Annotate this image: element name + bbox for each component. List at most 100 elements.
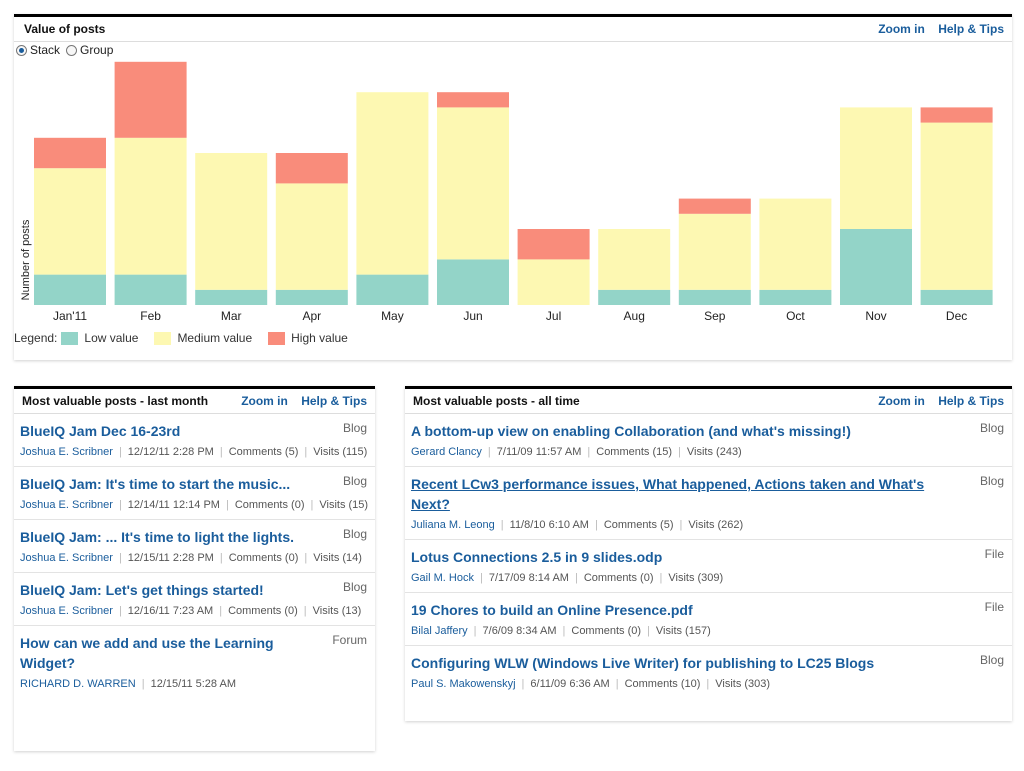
post-meta: Gail M. Hock | 7/17/09 8:14 AM | Comments (0… xyxy=(411,571,1006,586)
bar-segment-medium[interactable] xyxy=(195,153,268,290)
bar-segment-medium[interactable] xyxy=(437,107,509,260)
stack-option[interactable]: Stack xyxy=(16,43,60,57)
post-meta: RICHARD D. WARREN | 12/15/11 5:28 AM xyxy=(20,677,369,692)
bar-segment-medium[interactable] xyxy=(598,229,671,290)
post-visits: Visits (309) xyxy=(668,572,724,584)
post-date: 12/15/11 5:28 AM xyxy=(150,678,236,690)
help-tips-link[interactable]: Help & Tips xyxy=(938,22,1004,36)
post-author[interactable]: Gail M. Hock xyxy=(411,572,474,584)
post-meta: Paul S. Makowenskyj | 6/11/09 6:36 AM | Comm… xyxy=(411,677,1006,692)
bar-segment-low[interactable] xyxy=(759,289,832,305)
post-meta: Joshua E. Scribner | 12/16/11 7:23 AM | Comm… xyxy=(20,604,369,619)
post-title-link[interactable]: 19 Chores to build an Online Presence.pd… xyxy=(411,602,693,618)
post-author[interactable]: Joshua E. Scribner xyxy=(20,605,113,617)
meta-separator: | xyxy=(562,625,566,637)
post-author[interactable]: Joshua E. Scribner xyxy=(20,552,113,564)
help-tips-link[interactable]: Help & Tips xyxy=(301,394,367,408)
bar-segment-medium[interactable] xyxy=(34,168,106,275)
zoom-in-link[interactable]: Zoom in xyxy=(878,22,925,36)
post-visits: Visits (15) xyxy=(319,499,369,511)
bar-segment-high[interactable] xyxy=(517,229,590,260)
bar-segment-high[interactable] xyxy=(920,107,993,123)
panel-header: Most valuable posts - last month Zoom in… xyxy=(14,389,375,414)
bar-segment-medium[interactable] xyxy=(275,183,348,290)
bar-segment-low[interactable] xyxy=(840,229,912,305)
post-author[interactable]: RICHARD D. WARREN xyxy=(20,678,136,690)
post-list: A bottom-up view on enabling Collaborati… xyxy=(405,414,1012,698)
legend-item-low: Low value xyxy=(57,331,138,345)
bar-segment-high[interactable] xyxy=(275,153,348,184)
group-option[interactable]: Group xyxy=(66,43,113,57)
post-type: File xyxy=(984,600,1004,614)
stack-label: Stack xyxy=(30,43,61,57)
post-title-link[interactable]: Lotus Connections 2.5 in 9 slides.odp xyxy=(411,549,663,565)
post-author[interactable]: Joshua E. Scribner xyxy=(20,446,113,458)
post-list: BlueIQ Jam Dec 16-23rd Blog Joshua E. Scri… xyxy=(14,414,375,698)
post-date: 12/15/11 2:28 PM xyxy=(127,552,214,564)
bar-segment-medium[interactable] xyxy=(114,137,187,275)
bar-segment-medium[interactable] xyxy=(920,122,993,290)
help-tips-link[interactable]: Help & Tips xyxy=(938,394,1004,408)
meta-separator: | xyxy=(679,519,683,531)
meta-separator: | xyxy=(706,678,710,690)
post-visits: Visits (115) xyxy=(313,446,368,458)
panel-links: Zoom in Help & Tips xyxy=(868,394,1004,408)
bar-segment-medium[interactable] xyxy=(517,259,590,305)
group-radio[interactable] xyxy=(66,44,78,56)
bar-segment-medium[interactable] xyxy=(759,198,832,290)
legend-label-low: Low value xyxy=(84,331,139,345)
post-comments: Comments (0) xyxy=(234,499,305,511)
bar-segment-low[interactable] xyxy=(275,289,348,305)
list-item: BlueIQ Jam Dec 16-23rd Blog Joshua E. Scri… xyxy=(14,414,375,467)
post-author[interactable]: Juliana M. Leong xyxy=(411,519,495,531)
post-meta: Gerard Clancy | 7/11/09 11:57 AM | Comments … xyxy=(411,445,1006,460)
bar-segment-low[interactable] xyxy=(437,259,509,305)
panel-header: Value of posts Zoom in Help & Tips xyxy=(14,17,1012,42)
post-author[interactable]: Bilal Jaffery xyxy=(411,625,468,637)
bar-segment-high[interactable] xyxy=(114,61,187,138)
post-title-link[interactable]: BlueIQ Jam Dec 16-23rd xyxy=(20,423,181,439)
legend-item-medium: Medium value xyxy=(150,331,252,345)
last-month-panel: Most valuable posts - last month Zoom in… xyxy=(14,386,375,751)
meta-separator: | xyxy=(479,572,483,584)
legend-swatch-low xyxy=(61,331,79,345)
post-meta: Bilal Jaffery | 7/6/09 8:34 AM | Comments (0… xyxy=(411,624,1006,639)
bar-segment-high[interactable] xyxy=(437,92,509,108)
bar-segment-low[interactable] xyxy=(114,274,187,305)
bar-segment-low[interactable] xyxy=(356,274,429,305)
zoom-in-link[interactable]: Zoom in xyxy=(878,394,925,408)
list-item: BlueIQ Jam: It's time to start the music… xyxy=(14,467,375,520)
legend-prefix: Legend: xyxy=(14,331,58,345)
meta-separator: | xyxy=(594,519,598,531)
bar-segment-high[interactable] xyxy=(678,198,751,214)
post-title-link[interactable]: How can we add and use the Learning Widg… xyxy=(20,635,274,671)
post-title-link[interactable]: Configuring WLW (Windows Live Writer) fo… xyxy=(411,655,875,671)
panel-title: Most valuable posts - last month xyxy=(22,394,209,408)
bar-segment-low[interactable] xyxy=(678,289,751,305)
bar-segment-low[interactable] xyxy=(195,289,268,305)
bar-segment-medium[interactable] xyxy=(356,92,429,275)
y-axis-label: Number of posts xyxy=(20,219,32,300)
bar-segment-medium[interactable] xyxy=(840,107,912,229)
post-title-link[interactable]: Recent LCw3 performance issues, What hap… xyxy=(411,476,925,512)
bar-segment-medium[interactable] xyxy=(678,213,751,290)
post-type: File xyxy=(984,547,1004,561)
post-title-link[interactable]: BlueIQ Jam: ... It's time to light the l… xyxy=(20,529,295,545)
x-tick-label: Aug xyxy=(624,309,645,323)
post-title-link[interactable]: BlueIQ Jam: It's time to start the music… xyxy=(20,476,291,492)
post-author[interactable]: Paul S. Makowenskyj xyxy=(411,678,516,690)
post-author[interactable]: Joshua E. Scribner xyxy=(20,499,113,511)
post-author[interactable]: Gerard Clancy xyxy=(411,446,482,458)
zoom-in-link[interactable]: Zoom in xyxy=(241,394,288,408)
post-visits: Visits (243) xyxy=(686,446,742,458)
post-title-link[interactable]: A bottom-up view on enabling Collaborati… xyxy=(411,423,851,439)
stack-radio[interactable] xyxy=(16,44,27,56)
post-type: Blog xyxy=(979,421,1004,435)
list-item: 19 Chores to build an Online Presence.pd… xyxy=(405,593,1012,646)
bar-segment-low[interactable] xyxy=(34,274,106,305)
bar-segment-low[interactable] xyxy=(598,289,671,305)
bar-segment-high[interactable] xyxy=(34,137,106,169)
post-visits: Visits (262) xyxy=(688,519,744,531)
bar-segment-low[interactable] xyxy=(920,289,993,305)
post-title-link[interactable]: BlueIQ Jam: Let's get things started! xyxy=(20,582,264,598)
